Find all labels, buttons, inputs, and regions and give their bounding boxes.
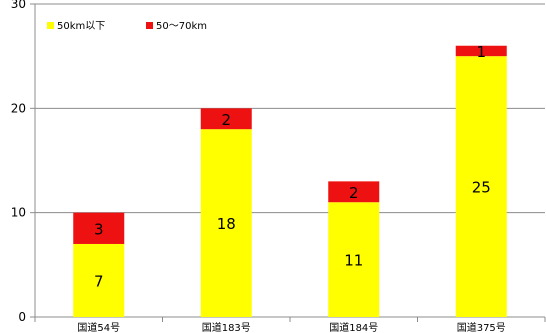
axes: 0 10 20 30 国道54号 国道183号 国道184号 国道375号: [11, 0, 546, 333]
bar-segment-50-70: [73, 212, 125, 244]
data-label: 18: [217, 215, 236, 233]
data-label: 1: [476, 43, 486, 61]
bar-segment-50-70: [455, 45, 507, 57]
x-category-label: 国道375号: [457, 321, 506, 333]
data-label: 2: [349, 184, 359, 202]
bars: [73, 45, 507, 318]
x-category-label: 国道183号: [202, 321, 251, 333]
legend: 50km以下 50〜70km: [47, 21, 207, 32]
data-labels: 7 3 18 2 11 2 25 1: [94, 43, 491, 291]
data-label: 11: [344, 252, 363, 270]
y-tick-label: 10: [11, 206, 26, 220]
y-tick-label: 20: [11, 101, 26, 115]
data-label: 2: [221, 111, 231, 129]
bar-segment-50-70: [200, 108, 252, 130]
legend-swatch: [47, 22, 54, 29]
bar-segment-under-50: [455, 56, 507, 318]
legend-swatch: [146, 22, 153, 29]
data-label: 25: [472, 179, 491, 197]
data-label: 3: [94, 220, 104, 238]
legend-label: 50km以下: [57, 21, 105, 32]
x-category-label: 国道54号: [77, 321, 120, 333]
bar-segment-under-50: [73, 243, 125, 317]
bar-segment-50-70: [328, 181, 380, 203]
data-label: 7: [94, 272, 104, 290]
legend-label: 50〜70km: [156, 21, 207, 32]
y-tick-label: 30: [11, 0, 26, 11]
y-tick-label: 0: [18, 310, 26, 324]
bar-segment-under-50: [200, 129, 252, 317]
x-category-label: 国道184号: [329, 321, 378, 333]
bar-segment-under-50: [328, 202, 380, 317]
